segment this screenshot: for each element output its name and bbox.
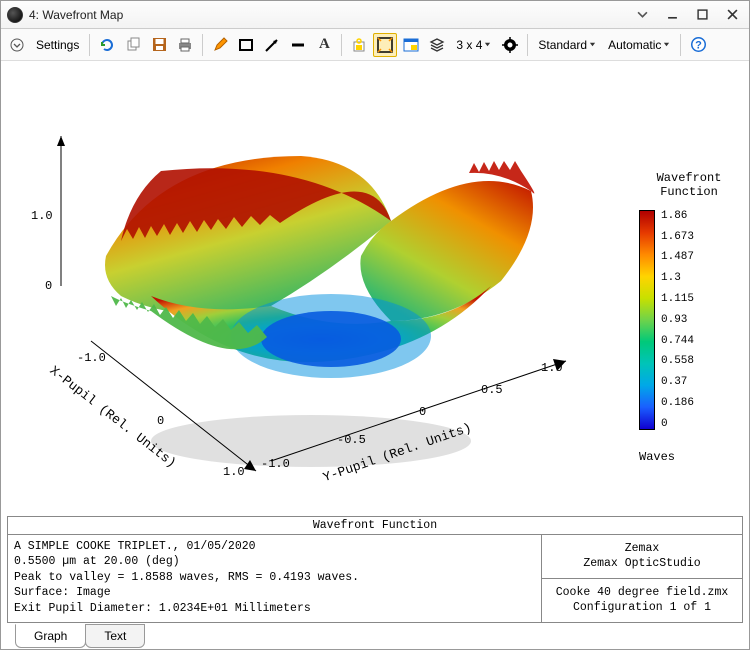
colorbar-tick: 0.186 [661, 397, 694, 409]
target-icon[interactable] [498, 33, 522, 57]
legend: Wavefront Function 1.86 1.673 1.487 1.3 1.11… [639, 171, 739, 464]
close-button[interactable] [721, 6, 743, 24]
pencil-icon[interactable] [208, 33, 232, 57]
legend-title-1: Wavefront [639, 171, 739, 185]
colorbar-tick: 0.558 [661, 355, 694, 367]
copy-icon[interactable] [121, 33, 145, 57]
svg-text:?: ? [696, 40, 703, 52]
colorbar-tick: 1.115 [661, 293, 694, 305]
colorbar-tick: 0 [661, 418, 694, 430]
auto-fit-icon[interactable] [373, 33, 397, 57]
expand-down-icon[interactable] [5, 33, 29, 57]
save-icon[interactable] [147, 33, 171, 57]
colorbar-tick: 1.487 [661, 251, 694, 263]
text-icon[interactable]: A [312, 33, 336, 57]
tab-bar: Graph Text [1, 623, 749, 649]
tab-graph[interactable]: Graph [15, 624, 86, 648]
legend-unit: Waves [639, 450, 739, 464]
info-panel: Wavefront Function A SIMPLE COOKE TRIPLE… [7, 516, 743, 623]
print-icon[interactable] [173, 33, 197, 57]
arrow-icon[interactable] [260, 33, 284, 57]
y-tick: 0.5 [481, 383, 503, 397]
automatic-label: Automatic [608, 38, 661, 52]
colorbar-labels: 1.86 1.673 1.487 1.3 1.115 0.93 0.744 0.558 0.37… [661, 210, 694, 430]
z-tick: 1.0 [31, 209, 53, 223]
grid-size-menu[interactable]: 3 x 4 [451, 33, 496, 57]
rectangle-icon[interactable] [234, 33, 258, 57]
automatic-menu[interactable]: Automatic [603, 33, 675, 57]
colorbar [639, 210, 655, 430]
line-icon[interactable] [286, 33, 310, 57]
standard-label: Standard [538, 38, 587, 52]
info-text: A SIMPLE COOKE TRIPLET., 01/05/2020 0.55… [8, 535, 542, 622]
colorbar-tick: 0.744 [661, 335, 694, 347]
lock-window-icon[interactable] [347, 33, 371, 57]
x-tick: 1.0 [223, 465, 245, 479]
minimize-button[interactable] [661, 6, 683, 24]
info-title: Wavefront Function [8, 517, 742, 535]
y-tick: -0.5 [337, 433, 366, 447]
info-vendor: Zemax Zemax OpticStudio [542, 535, 742, 579]
tab-text[interactable]: Text [85, 624, 145, 648]
layers-icon[interactable] [425, 33, 449, 57]
maximize-button[interactable] [691, 6, 713, 24]
colorbar-tick: 1.86 [661, 210, 694, 222]
window-title: 4: Wavefront Map [29, 8, 631, 22]
app-icon [7, 7, 23, 23]
z-tick: 0 [45, 279, 52, 293]
toolbar: Settings A 3 x 4 Standard Automatic ? [1, 29, 749, 61]
titlebar: 4: Wavefront Map [1, 1, 749, 29]
x-tick: -1.0 [77, 351, 106, 365]
window-config-icon[interactable] [399, 33, 423, 57]
y-tick: 0 [419, 405, 426, 419]
colorbar-tick: 0.93 [661, 314, 694, 326]
grid-size-label: 3 x 4 [456, 38, 482, 52]
y-tick: 1.0 [541, 361, 563, 375]
info-file: Cooke 40 degree field.zmx Configuration … [542, 579, 742, 622]
chart-viewport[interactable]: 1.0 0 -1.0 0 1.0 -1.0 -0.5 0 0.5 1.0 X-P… [1, 61, 749, 512]
x-tick: 0 [157, 414, 164, 428]
settings-menu[interactable]: Settings [31, 33, 84, 57]
help-icon[interactable]: ? [686, 33, 711, 57]
standard-menu[interactable]: Standard [533, 33, 601, 57]
y-tick: -1.0 [261, 457, 290, 471]
colorbar-tick: 1.673 [661, 231, 694, 243]
settings-label: Settings [36, 38, 79, 52]
colorbar-tick: 1.3 [661, 272, 694, 284]
legend-title-2: Function [639, 185, 739, 199]
dropdown-button[interactable] [631, 6, 653, 24]
refresh-icon[interactable] [95, 33, 119, 57]
colorbar-tick: 0.37 [661, 376, 694, 388]
